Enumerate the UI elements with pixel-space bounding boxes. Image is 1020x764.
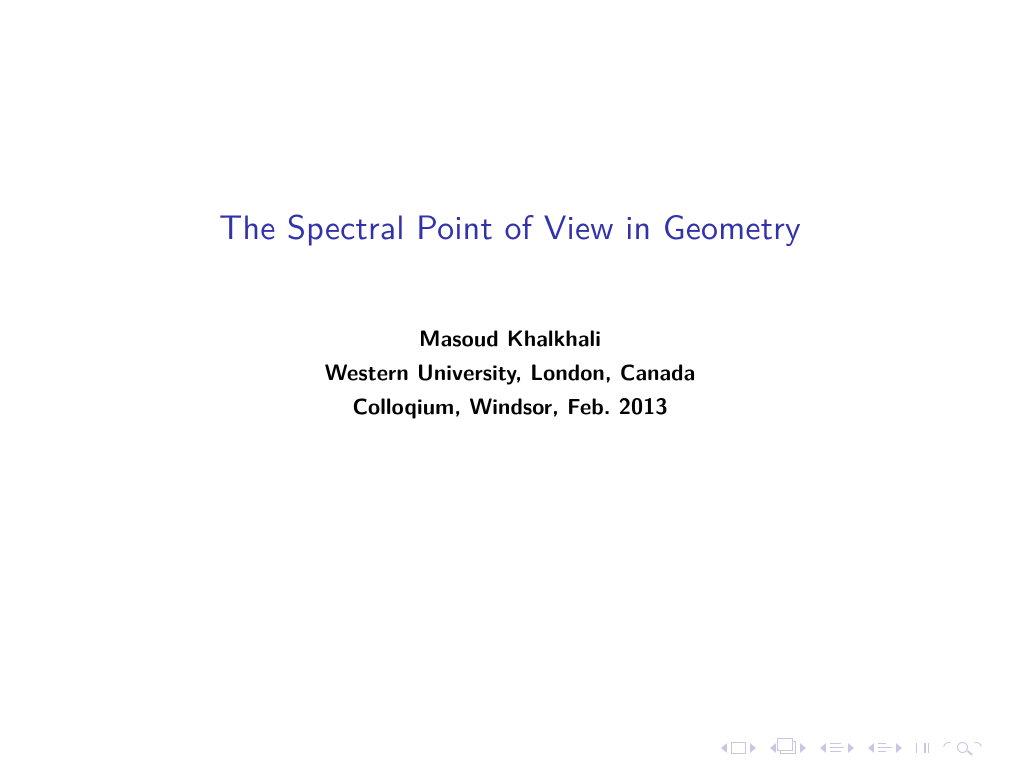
prev-slide-icon[interactable] bbox=[721, 743, 727, 753]
search-icon[interactable] bbox=[957, 742, 968, 753]
author-block: Masoud Khalkhali Western University, Lon… bbox=[0, 320, 1020, 422]
next-section-icon[interactable] bbox=[848, 743, 854, 753]
nav-backforward-group bbox=[943, 742, 982, 754]
beamer-navbar bbox=[721, 741, 983, 754]
slide-title: The Spectral Point of View in Geometry bbox=[0, 200, 1020, 250]
author-name: Masoud Khalkhali bbox=[0, 320, 1020, 354]
event-info: Colloqium, Windsor, Feb. 2013 bbox=[0, 388, 1020, 422]
doc-end-icon[interactable] bbox=[896, 743, 902, 753]
nav-doc-group bbox=[868, 743, 902, 753]
next-subsection-icon[interactable] bbox=[800, 743, 806, 753]
prev-subsection-icon[interactable] bbox=[770, 743, 776, 753]
nav-frame-group bbox=[721, 742, 756, 754]
doc-start-icon[interactable] bbox=[868, 743, 874, 753]
subsection-icon[interactable] bbox=[780, 741, 796, 754]
slide: The Spectral Point of View in Geometry M… bbox=[0, 0, 1020, 764]
nav-subsection-group bbox=[770, 741, 806, 754]
nav-section-group bbox=[820, 743, 854, 753]
content-block: The Spectral Point of View in Geometry M… bbox=[0, 200, 1020, 422]
nav-appendix-group[interactable] bbox=[916, 743, 930, 753]
doc-icon[interactable] bbox=[878, 743, 892, 753]
next-slide-icon[interactable] bbox=[750, 743, 756, 753]
back-icon[interactable] bbox=[941, 739, 957, 755]
prev-section-icon[interactable] bbox=[820, 743, 826, 753]
frame-icon[interactable] bbox=[731, 742, 746, 754]
section-icon[interactable] bbox=[830, 743, 844, 753]
affiliation: Western University, London, Canada bbox=[0, 354, 1020, 388]
